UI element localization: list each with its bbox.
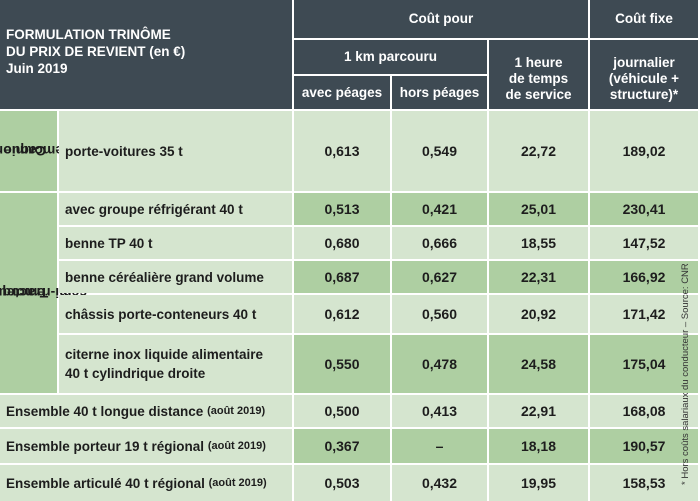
footnote-text: * Hors coûts salariaux du conducteur – S…: [680, 263, 691, 485]
header-cout-pour: Coût pour: [294, 0, 588, 38]
cell-1-heure: 22,31: [489, 261, 588, 293]
cell-avec-peages: 0,612: [294, 295, 390, 333]
cell-1-heure: 19,95: [489, 465, 588, 501]
row-label-text: porte-voitures 35 t: [65, 143, 183, 159]
cell-avec-peages: 0,513: [294, 193, 390, 225]
table-title: FORMULATION TRINÔME DU PRIX DE REVIENT (…: [0, 0, 292, 109]
cell-cout-fixe: 189,02: [590, 111, 698, 191]
cell-cout-fixe: 175,04: [590, 335, 698, 393]
cell-1-heure: 22,91: [489, 395, 588, 427]
cell-1-heure: 18,55: [489, 227, 588, 259]
row-label: Ensemble 40 t longue distance (août 2019…: [0, 395, 292, 427]
header-journalier-line-2: (véhicule +: [608, 70, 680, 86]
cell-avec-peages: 0,550: [294, 335, 390, 393]
cell-hors-peages: –: [392, 429, 487, 463]
cell-hors-peages: 0,666: [392, 227, 487, 259]
cell-cout-fixe: 158,53: [590, 465, 698, 501]
row-label-date: (août 2019): [207, 439, 266, 452]
row-label: Ensemble articulé 40 t régional (août 20…: [0, 465, 292, 501]
header-journalier-line-1: journalier: [613, 54, 675, 70]
row-label-text: Ensemble porteur 19 t régional: [6, 438, 205, 454]
cell-hors-peages: 0,413: [392, 395, 487, 427]
cell-cout-fixe: 147,52: [590, 227, 698, 259]
row-label-text: avec groupe réfrigérant 40 t: [65, 201, 243, 217]
row-label: châssis porte-conteneurs 40 t: [59, 295, 292, 333]
row-label: Ensemble porteur 19 t régional (août 201…: [0, 429, 292, 463]
table-title-line-3: Juin 2019: [6, 61, 68, 76]
header-hors-peages: hors péages: [392, 76, 487, 109]
row-label-text-line-2: 40 t cylindrique droite: [65, 366, 206, 381]
row-label: porte-voitures 35 t: [59, 111, 292, 191]
cell-avec-peages: 0,613: [294, 111, 390, 191]
cell-hors-peages: 0,432: [392, 465, 487, 501]
cell-1-heure: 20,92: [489, 295, 588, 333]
cell-cout-fixe: 171,42: [590, 295, 698, 333]
row-label: benne TP 40 t: [59, 227, 292, 259]
header-1-heure: 1 heure de temps de service: [489, 40, 588, 109]
cell-cout-fixe: 190,57: [590, 429, 698, 463]
cell-cout-fixe: 168,08: [590, 395, 698, 427]
cell-hors-peages: 0,560: [392, 295, 487, 333]
header-avec-peages: avec péages: [294, 76, 390, 109]
cell-1-heure: 22,72: [489, 111, 588, 191]
row-label: avec groupe réfrigérant 40 t: [59, 193, 292, 225]
row-label-text: châssis porte-conteneurs 40 t: [65, 306, 257, 322]
header-journalier-line-3: structure)*: [609, 86, 679, 102]
row-label: citerne inox liquide alimentaire 40 t cy…: [59, 335, 292, 393]
cell-hors-peages: 0,421: [392, 193, 487, 225]
row-label-text: Ensemble articulé 40 t régional: [6, 475, 205, 491]
cell-hors-peages: 0,627: [392, 261, 487, 293]
header-journalier: journalier (véhicule + structure)*: [590, 40, 698, 109]
cell-avec-peages: 0,367: [294, 429, 390, 463]
cell-hors-peages: 0,478: [392, 335, 487, 393]
cell-avec-peages: 0,503: [294, 465, 390, 501]
row-label-text: Ensemble 40 t longue distance: [6, 403, 204, 419]
row-label-date: (août 2019): [208, 476, 267, 489]
cell-cout-fixe: 230,41: [590, 193, 698, 225]
cell-1-heure: 24,58: [489, 335, 588, 393]
row-label-date: (août 2019): [207, 404, 266, 417]
group-tracteur-semi-remorque: Tracteur semi-remorque: [0, 193, 87, 393]
header-1-heure-line-1: 1 heure: [514, 54, 563, 70]
cell-avec-peages: 0,687: [294, 261, 390, 293]
header-1-km: 1 km parcouru: [294, 40, 487, 74]
cell-hors-peages: 0,549: [392, 111, 487, 191]
cell-cout-fixe: 166,92: [590, 261, 698, 293]
header-cout-fixe: Coût fixe: [590, 0, 698, 38]
row-label-text: benne TP 40 t: [65, 235, 153, 251]
group-camion-remorque: Camion remorque: [0, 111, 69, 191]
table-title-line-1: FORMULATION TRINÔME: [6, 27, 171, 42]
cell-1-heure: 25,01: [489, 193, 588, 225]
header-1-heure-line-2: de temps: [508, 70, 569, 86]
row-label-text-line-1: citerne inox liquide alimentaire: [65, 347, 264, 362]
row-label-text: benne céréalière grand volume: [65, 269, 264, 285]
cell-avec-peages: 0,500: [294, 395, 390, 427]
cell-1-heure: 18,18: [489, 429, 588, 463]
cell-avec-peages: 0,680: [294, 227, 390, 259]
table-title-line-2: DU PRIX DE REVIENT (en €): [6, 44, 186, 59]
row-label: benne céréalière grand volume: [59, 261, 292, 293]
header-1-heure-line-3: de service: [505, 86, 572, 102]
